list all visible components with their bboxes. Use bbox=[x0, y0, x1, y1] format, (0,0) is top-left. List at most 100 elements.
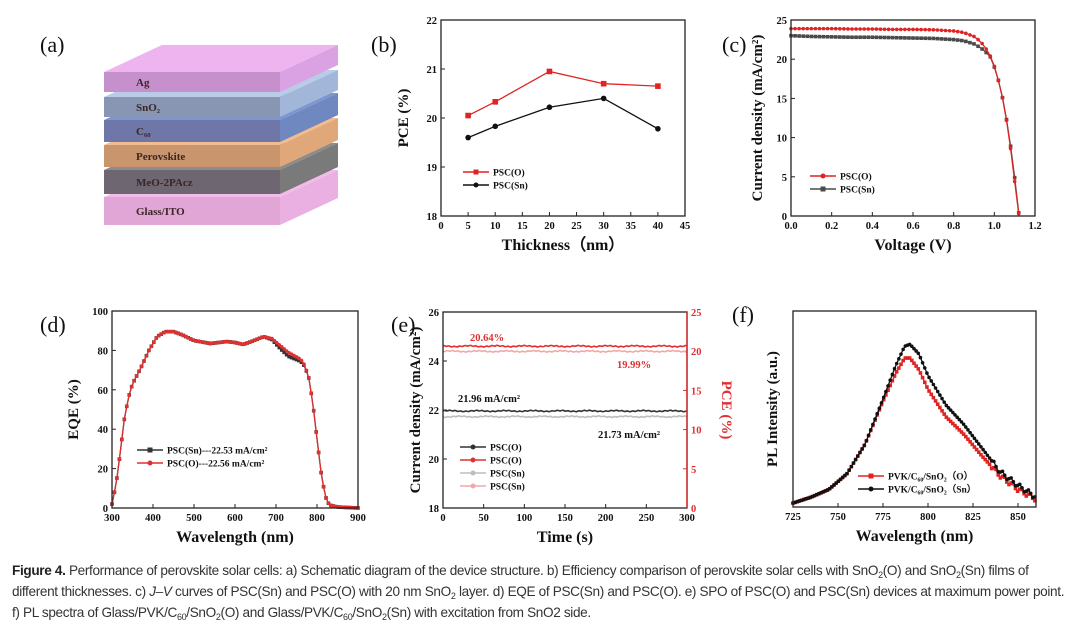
data-point bbox=[959, 430, 964, 434]
data-point bbox=[842, 27, 846, 31]
data-point bbox=[972, 445, 977, 449]
data-point bbox=[942, 400, 946, 404]
data-point bbox=[951, 37, 956, 42]
data-point bbox=[600, 95, 607, 102]
x-tick-label: 725 bbox=[785, 512, 801, 523]
data-point bbox=[873, 417, 877, 421]
caption-segment: curves of PSC(Sn) and PSC(O) with 20 nm … bbox=[171, 584, 451, 599]
x-tick-label: 300 bbox=[679, 513, 695, 524]
y-axis-label: Current density (mA/cm²) bbox=[408, 327, 424, 494]
data-point bbox=[943, 37, 948, 41]
x-tick-label: 0.8 bbox=[947, 221, 960, 232]
data-point bbox=[976, 37, 980, 42]
y-tick-label: 21 bbox=[427, 65, 438, 76]
x-tick-label: 100 bbox=[516, 513, 532, 524]
data-point bbox=[910, 344, 914, 349]
data-point bbox=[115, 476, 119, 480]
x-tick-label: 35 bbox=[626, 221, 637, 232]
data-point bbox=[894, 370, 899, 374]
data-point bbox=[1004, 118, 1009, 123]
x-tick-label: 800 bbox=[309, 513, 325, 524]
data-point bbox=[166, 329, 171, 334]
series-3 bbox=[442, 349, 688, 354]
legend-label: PSC(Sn) bbox=[840, 185, 875, 196]
legend-label: PSC(O) bbox=[840, 172, 872, 183]
data-point bbox=[492, 99, 499, 105]
data-point bbox=[957, 428, 962, 432]
data-point bbox=[129, 384, 134, 389]
data-point bbox=[304, 368, 309, 373]
y-tick-label: 5 bbox=[782, 173, 787, 184]
data-point bbox=[961, 422, 966, 427]
caption-segment: 2 bbox=[955, 570, 961, 580]
y-right-tick-label: 5 bbox=[691, 465, 696, 476]
data-point bbox=[907, 36, 911, 40]
data-point bbox=[966, 428, 970, 432]
data-point bbox=[935, 389, 940, 394]
data-point bbox=[931, 382, 936, 387]
data-point bbox=[996, 78, 1001, 83]
x-tick-label: 0 bbox=[440, 513, 445, 524]
data-point bbox=[820, 186, 826, 192]
panel-label-f: (f) bbox=[732, 302, 754, 327]
x-tick-label: 250 bbox=[638, 513, 654, 524]
data-point bbox=[894, 361, 899, 366]
data-point bbox=[903, 36, 907, 40]
data-point bbox=[996, 473, 1000, 477]
caption-segment: /SnO bbox=[352, 605, 382, 620]
data-point bbox=[797, 34, 801, 38]
data-point bbox=[868, 473, 874, 479]
data-point bbox=[473, 182, 479, 188]
chart-b: 0 5 10 15 20 25 30 35 40 45 18 19 20 21 22 Thickness（nm… bbox=[396, 16, 690, 254]
y-tick-label: 60 bbox=[98, 386, 109, 397]
data-point bbox=[289, 355, 294, 360]
y-tick-label: 22 bbox=[427, 16, 438, 27]
data-point bbox=[1009, 476, 1013, 480]
data-point bbox=[878, 27, 883, 31]
x-tick-label: 700 bbox=[268, 513, 284, 524]
x-tick-label: 400 bbox=[145, 513, 161, 524]
data-point bbox=[858, 27, 862, 31]
series-line bbox=[442, 409, 688, 413]
data-point bbox=[946, 406, 951, 410]
caption-segment: 2 bbox=[215, 612, 221, 622]
y-tick-label: 20 bbox=[427, 114, 438, 125]
layer-side-face bbox=[280, 143, 338, 194]
layer-front-face bbox=[104, 145, 280, 167]
data-point bbox=[858, 450, 862, 455]
data-point bbox=[914, 349, 918, 353]
data-point bbox=[825, 26, 830, 31]
data-point bbox=[939, 37, 944, 41]
data-point bbox=[890, 378, 895, 383]
data-point bbox=[849, 464, 854, 469]
x-tick-label: 600 bbox=[227, 513, 243, 524]
data-point bbox=[980, 41, 984, 46]
data-point bbox=[907, 27, 911, 32]
data-point bbox=[134, 374, 139, 378]
data-point bbox=[897, 357, 901, 361]
data-point bbox=[989, 466, 994, 471]
data-point bbox=[939, 28, 944, 33]
data-point bbox=[985, 460, 990, 464]
data-point bbox=[866, 35, 871, 40]
plot-frame bbox=[111, 310, 359, 509]
data-point bbox=[892, 366, 897, 371]
data-point bbox=[842, 35, 846, 39]
legend-label: PSC(Sn)---22.53 mA/cm² bbox=[167, 446, 268, 457]
data-point bbox=[979, 444, 983, 449]
x-tick-label: 800 bbox=[920, 512, 936, 523]
data-point bbox=[910, 358, 914, 363]
plot-frame bbox=[440, 19, 686, 217]
y-right-axis-label: PCE (%) bbox=[718, 381, 734, 440]
data-point bbox=[862, 35, 866, 40]
series-0 bbox=[442, 409, 688, 413]
y-right-tick-label: 15 bbox=[691, 386, 702, 397]
data-point bbox=[292, 356, 296, 361]
data-point bbox=[279, 348, 284, 352]
data-point bbox=[868, 428, 873, 432]
data-point bbox=[974, 447, 979, 452]
data-point bbox=[1018, 487, 1022, 492]
data-point bbox=[972, 34, 976, 39]
layer-label: Perovskite bbox=[136, 151, 185, 163]
y-tick-label: 22 bbox=[429, 406, 440, 417]
